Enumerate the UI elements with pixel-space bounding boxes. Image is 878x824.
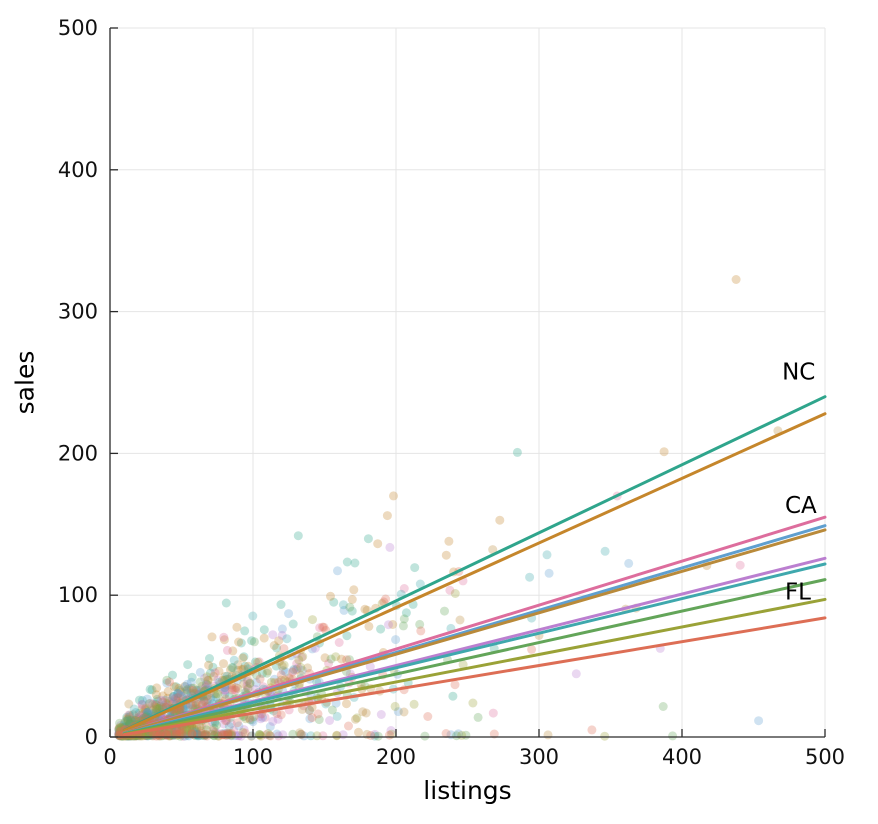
grid-lines [110, 27, 826, 737]
y-tick-label: 400 [58, 158, 98, 182]
fit-line [122, 528, 827, 735]
x-tick-label: 200 [376, 745, 416, 769]
fit-lines [122, 395, 827, 737]
x-tick-label: 400 [662, 745, 702, 769]
state-label-NC: NC [782, 360, 815, 386]
y-axis-title: sales [8, 28, 42, 737]
fit-line-NC [122, 395, 827, 732]
y-tick-label: 200 [58, 441, 98, 465]
y-axis-title-text: sales [10, 350, 40, 415]
y-tick-label: 300 [58, 300, 98, 324]
x-axis-title: listings [423, 776, 512, 805]
state-label-CA: CA [785, 493, 817, 519]
x-tick-label: 100 [233, 745, 273, 769]
fit-line [122, 578, 827, 736]
state-labels: NC CA FL [782, 360, 817, 606]
fit-line [122, 562, 827, 736]
fit-line [122, 412, 827, 732]
y-tick-label: 100 [58, 583, 98, 607]
x-tick-label: 0 [103, 745, 116, 769]
fit-line [122, 616, 827, 737]
x-tick-label: 500 [805, 745, 845, 769]
x-tick-label: 300 [519, 745, 559, 769]
y-tick-label: 500 [58, 16, 98, 40]
tick-labels: 0 100 200 300 400 500 0 100 200 300 400 500 [58, 16, 845, 769]
y-tick-label: 0 [85, 725, 98, 749]
axes [109, 27, 826, 738]
fit-line-FL [122, 597, 827, 736]
state-label-FL: FL [785, 579, 811, 605]
